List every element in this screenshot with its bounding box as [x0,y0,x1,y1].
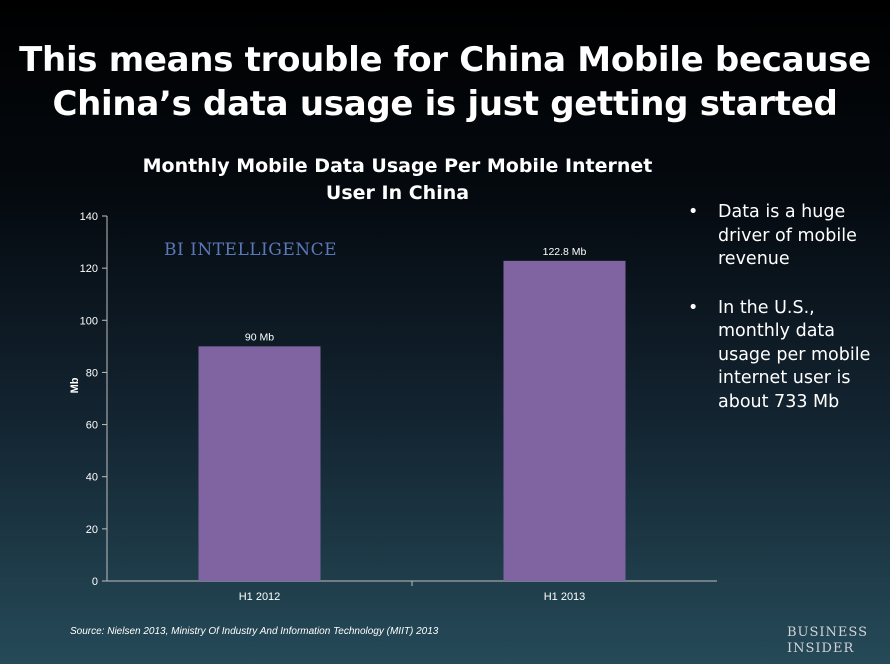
bi-intelligence-watermark: BI INTELLIGENCE [164,240,338,260]
x-tick-label: H1 2012 [239,591,281,603]
business-insider-logo: BUSINESS INSIDER [787,625,868,657]
source-note: Source: Nielsen 2013, Ministry Of Indust… [70,626,439,637]
y-tick-label: 100 [80,315,98,327]
bullet-item: • In the U.S., monthly data usage per mo… [686,297,881,415]
chart-title: Monthly Mobile Data Usage Per Mobile Int… [110,153,685,207]
x-tick-label: H1 2013 [544,591,586,603]
bar-data-label: 90 Mb [245,331,274,343]
y-tick-label: 60 [86,420,98,432]
bar [198,346,321,581]
y-tick-label: 120 [80,263,98,275]
slide-title-line-1: This means trouble for China Mobile beca… [19,40,871,80]
slide-title-line-2: China’s data usage is just getting start… [52,84,838,124]
bullet-list: • Data is a huge driver of mobile revenu… [686,201,881,439]
bullet-text: Data is a huge driver of mobile revenue [718,202,857,269]
bar-data-label: 122.8 Mb [543,246,587,258]
y-tick-label: 80 [86,367,98,379]
bullet-item: • Data is a huge driver of mobile revenu… [686,201,881,272]
bar [503,260,626,581]
chart-title-line-1: Monthly Mobile Data Usage Per Mobile Int… [142,155,653,177]
chart-title-line-2: User In China [325,182,470,204]
slide-title: This means trouble for China Mobile beca… [0,38,890,126]
y-axis-label: Mb [69,377,81,393]
bullet-text: In the U.S., monthly data usage per mobi… [718,297,871,412]
bullet-icon: • [688,202,699,222]
y-tick-label: 20 [86,524,98,536]
y-tick-label: 0 [92,576,98,588]
brand-line-2: INSIDER [787,641,855,656]
brand-line-1: BUSINESS [787,625,868,640]
y-tick-label: 40 [86,472,98,484]
bullet-icon: • [688,297,699,318]
y-tick-label: 140 [80,211,98,223]
